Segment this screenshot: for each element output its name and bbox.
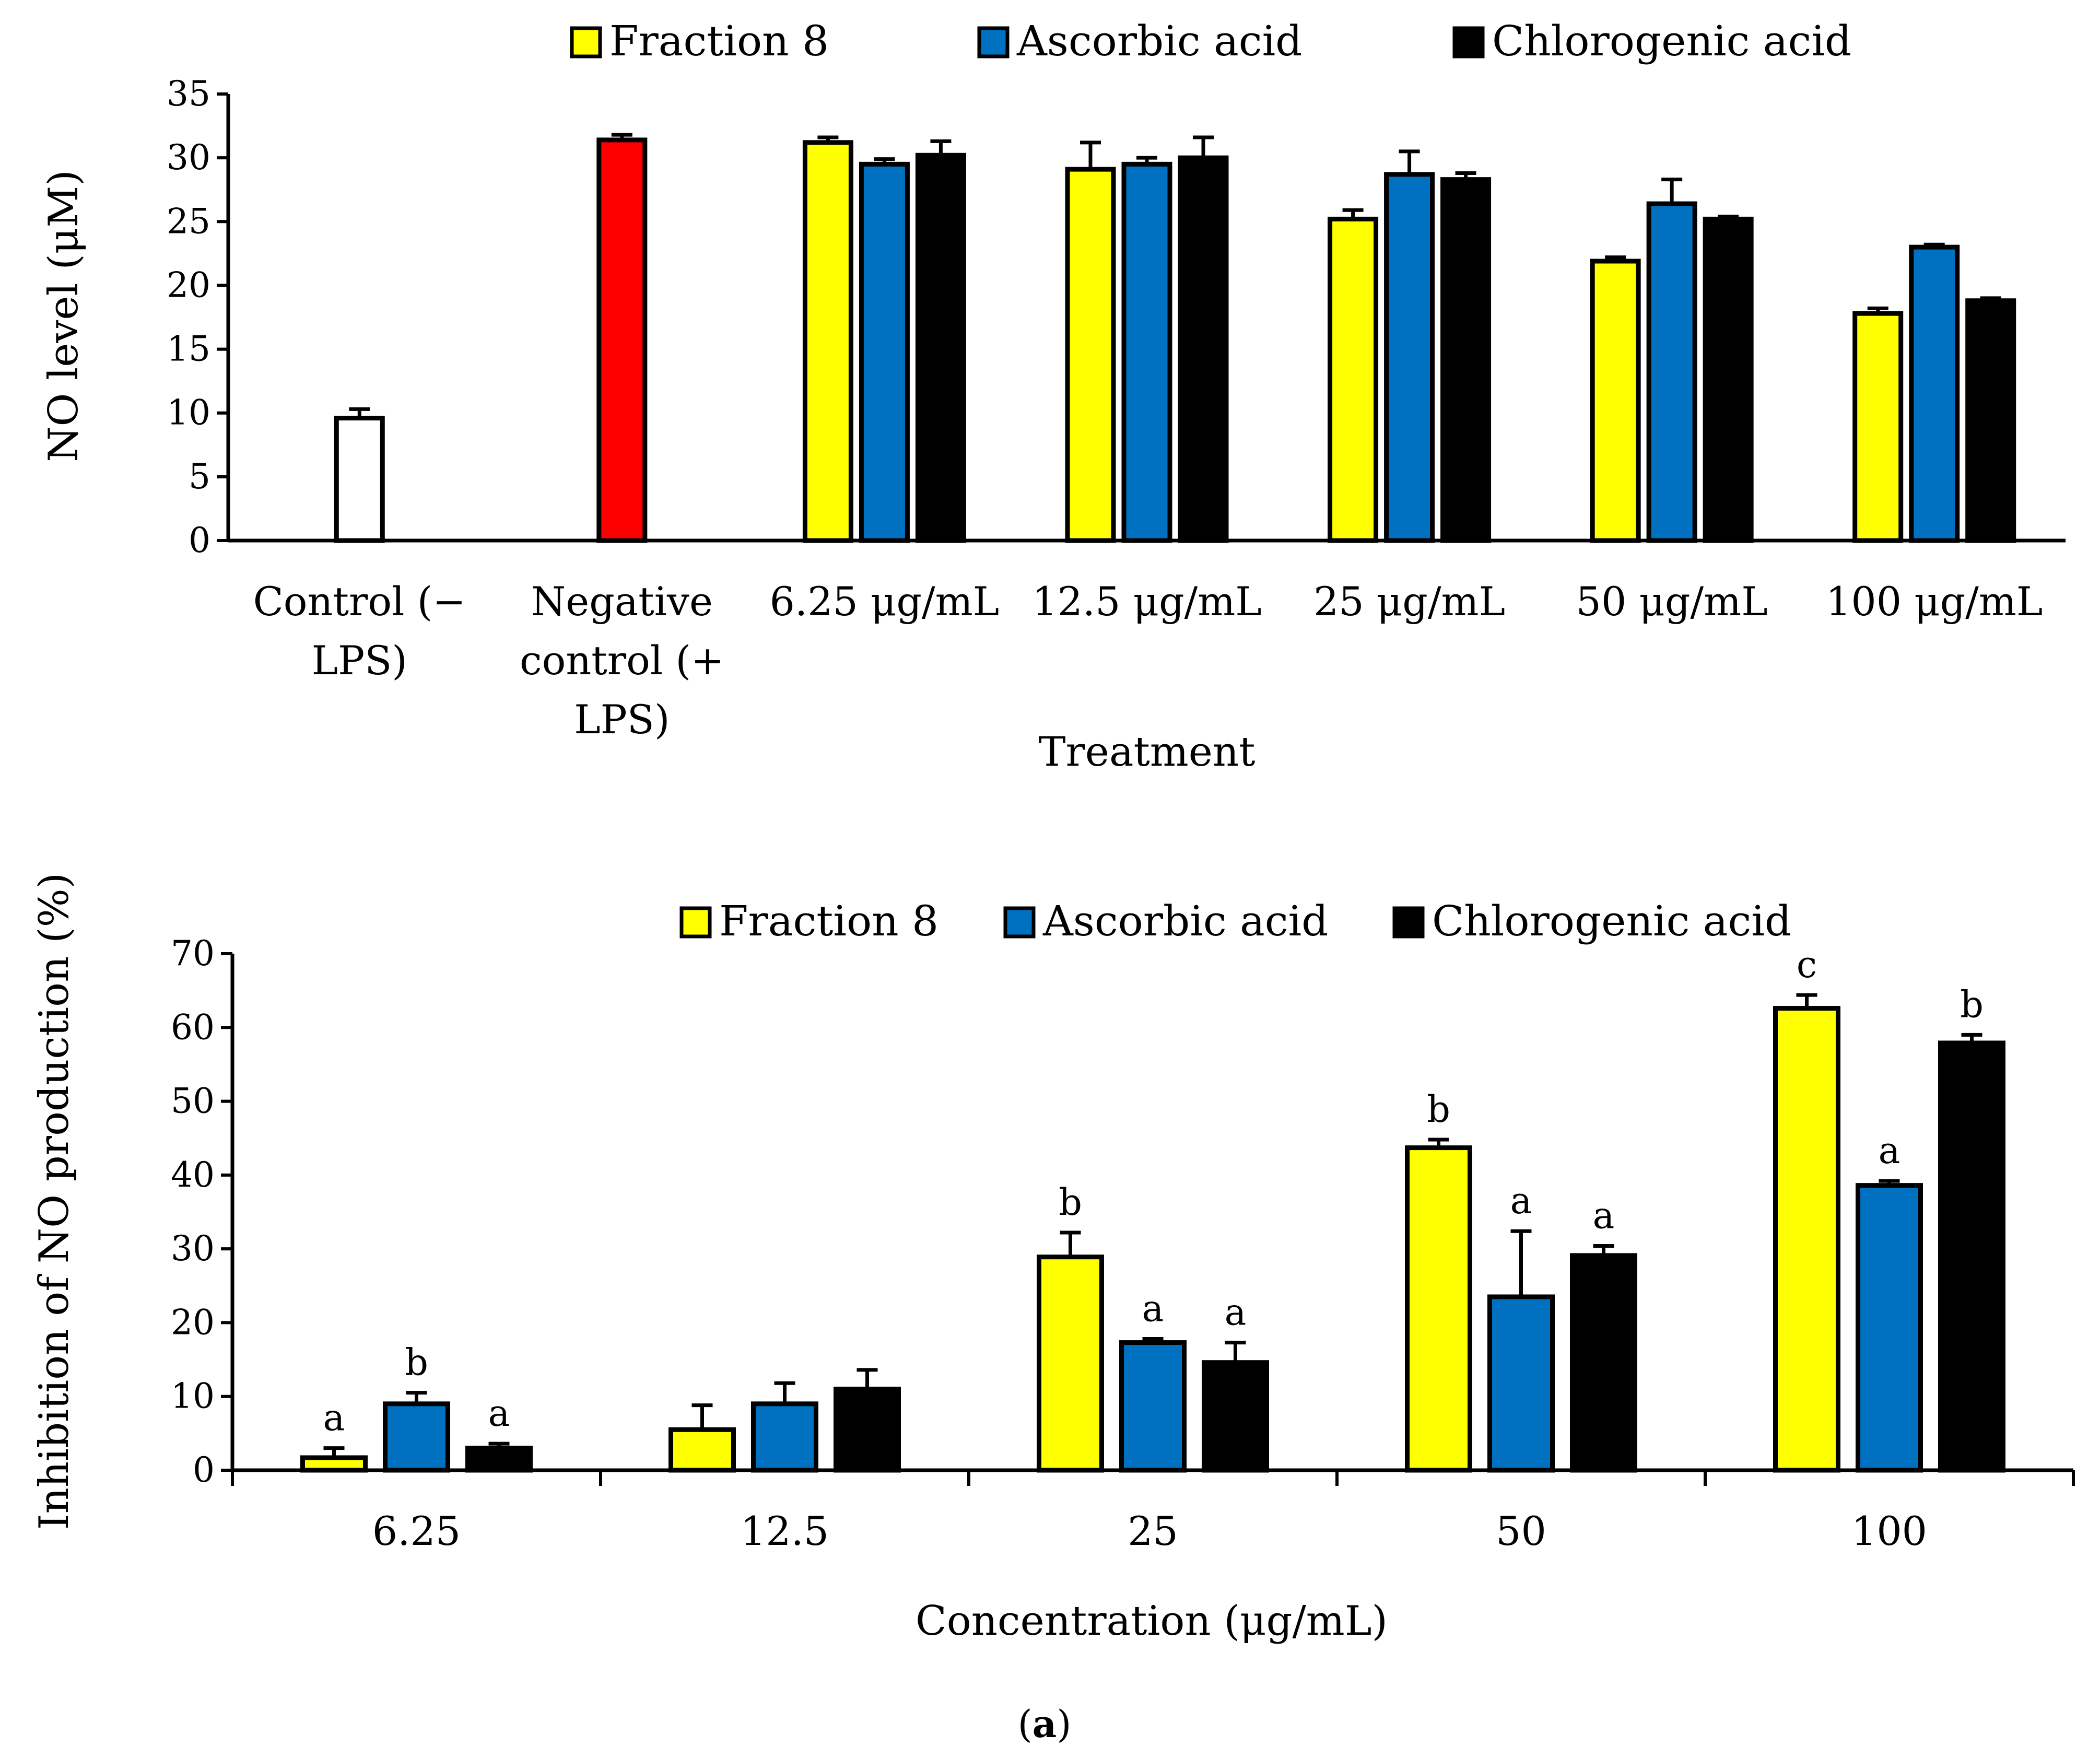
bar-top-negative: [596, 137, 648, 543]
legend-swatch-ascorbic: [977, 26, 1010, 58]
bar-top-chlorogenic: [1703, 216, 1754, 543]
category-label-bottom: 25: [1128, 1508, 1178, 1554]
bar-bottom-fraction8: [300, 1455, 368, 1473]
bar-top-fraction8: [1590, 259, 1641, 543]
y-tick-label-top: 20: [167, 265, 210, 305]
bar-bottom-fraction8: [1773, 1006, 1840, 1473]
category-label-bottom: 100: [1851, 1508, 1927, 1554]
bar-bottom-fraction8: [1037, 1255, 1104, 1473]
y-axis-title-top: NO level (μM): [40, 170, 87, 462]
bar-top-ascorbic: [1909, 244, 1960, 543]
y-tick-label-bottom: 60: [171, 1007, 215, 1047]
legend-label-chlorogenic: Chlorogenic acid: [1492, 17, 1851, 65]
significance-letter: b: [1427, 1088, 1450, 1131]
legend-label-fraction8: Fraction 8: [609, 17, 829, 65]
legend-label-ascorbic: Ascorbic acid: [1042, 897, 1328, 945]
bar-top-ascorbic: [1121, 161, 1172, 543]
y-tick-label-top: 5: [189, 456, 210, 497]
category-label-top: 100 μg/mL: [1826, 578, 2043, 625]
legend-swatch-fraction8: [679, 906, 712, 939]
bar-top-ascorbic: [859, 161, 910, 543]
y-tick-label-bottom: 10: [171, 1376, 215, 1416]
significance-letter: a: [488, 1392, 510, 1435]
legend-label-ascorbic: Ascorbic acid: [1016, 17, 1302, 65]
bar-bottom-chlorogenic: [834, 1387, 901, 1473]
significance-letter: a: [323, 1397, 345, 1439]
bar-top-chlorogenic: [1965, 298, 2016, 543]
significance-letter: a: [1593, 1194, 1615, 1237]
bar-bottom-ascorbic: [1119, 1340, 1187, 1473]
chart-bottom: 0 10 20 30 40 50 60 70 Inhibition of NO producti…: [31, 873, 2075, 1645]
x-axis-title-bottom: Concentration (μg/mL): [916, 1598, 1388, 1645]
bar-top-fraction8: [802, 140, 853, 543]
legend-label-fraction8: Fraction 8: [719, 897, 938, 945]
bar-top-ascorbic: [1646, 201, 1697, 543]
bar-top-chlorogenic: [915, 153, 966, 543]
y-tick-label-bottom: 30: [171, 1228, 215, 1269]
legend-label-chlorogenic: Chlorogenic acid: [1432, 897, 1791, 945]
bar-top-fraction8: [1328, 216, 1379, 543]
significance-letter: b: [1059, 1181, 1082, 1224]
significance-letter: b: [405, 1341, 428, 1384]
bar-bottom-ascorbic: [1856, 1183, 1923, 1473]
legend-swatch-ascorbic: [1003, 906, 1036, 939]
bar-top-control: [334, 415, 385, 543]
significance-letter: a: [1510, 1179, 1532, 1222]
bar-bottom-ascorbic: [1487, 1294, 1555, 1473]
category-label-top: 50 μg/mL: [1576, 578, 1768, 625]
category-label-top: Control (−: [253, 578, 466, 625]
y-tick-label-top: 0: [189, 520, 210, 560]
significance-letter: b: [1960, 983, 1984, 1026]
y-tick-label-top: 10: [167, 393, 210, 433]
bar-bottom-chlorogenic: [1938, 1040, 2005, 1473]
significance-letter: a: [1879, 1129, 1900, 1172]
legend-swatch-fraction8: [570, 26, 602, 58]
category-label-top: Negative: [531, 578, 713, 625]
bar-top-fraction8: [1065, 167, 1116, 543]
category-label-top: control (+: [520, 637, 724, 684]
y-tick-label-top: 30: [167, 137, 210, 178]
y-tick-label-bottom: 50: [171, 1081, 215, 1121]
y-axis-title-bottom: Inhibition of NO production (%): [31, 873, 78, 1530]
category-label-top: 12.5 μg/mL: [1032, 578, 1262, 625]
y-tick-label-bottom: 20: [171, 1302, 215, 1342]
bar-bottom-chlorogenic: [465, 1446, 533, 1473]
significance-letter: c: [1797, 943, 1817, 986]
y-tick-label-top: 25: [167, 201, 210, 241]
x-axis-title-top: Treatment: [1038, 729, 1255, 776]
y-tick-label-top: 35: [167, 74, 210, 114]
category-label-bottom: 50: [1496, 1508, 1546, 1554]
bar-top-chlorogenic: [1178, 155, 1229, 543]
significance-letter: a: [1225, 1291, 1247, 1334]
bar-bottom-fraction8: [1405, 1145, 1472, 1473]
category-label-top: 6.25 μg/mL: [770, 578, 1000, 625]
category-label-bottom: 6.25: [372, 1508, 461, 1554]
y-tick-label-top: 15: [167, 329, 210, 369]
y-tick-label-bottom: 40: [171, 1155, 215, 1195]
significance-letter: a: [1142, 1287, 1164, 1330]
legend-swatch-chlorogenic: [1452, 26, 1485, 58]
bar-bottom-fraction8: [668, 1427, 736, 1473]
bar-bottom-ascorbic: [751, 1401, 818, 1473]
bar-bottom-ascorbic: [383, 1401, 450, 1473]
y-tick-label-bottom: 0: [193, 1450, 215, 1490]
panel-label: (a): [1018, 1702, 1072, 1746]
bar-bottom-chlorogenic: [1570, 1253, 1637, 1473]
bar-top-ascorbic: [1384, 172, 1435, 543]
legend-swatch-chlorogenic: [1392, 906, 1425, 939]
chart-top: 0 5 10 15 20 25 30 35 NO level (μM) Treatment Cont…: [40, 17, 2066, 776]
bar-bottom-chlorogenic: [1202, 1360, 1269, 1473]
category-label-top: LPS): [312, 637, 407, 684]
bar-top-chlorogenic: [1440, 177, 1492, 543]
category-label-top: 25 μg/mL: [1313, 578, 1505, 625]
category-label-bottom: 12.5: [741, 1508, 829, 1554]
category-label-top: LPS): [574, 696, 670, 743]
bar-top-fraction8: [1852, 311, 1904, 543]
y-tick-label-bottom: 70: [171, 933, 215, 974]
